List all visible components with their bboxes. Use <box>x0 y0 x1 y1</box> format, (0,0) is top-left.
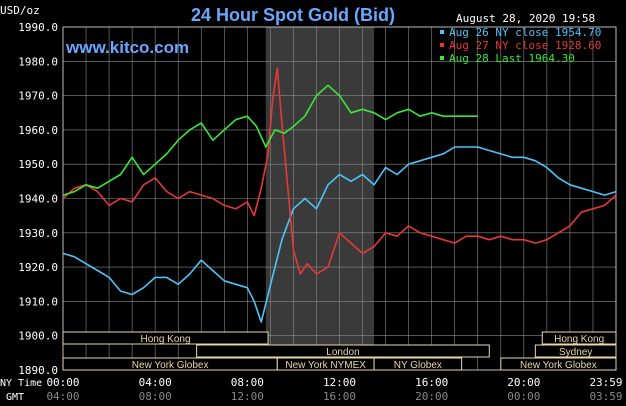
legend-marker-1 <box>440 43 444 47</box>
market-session-label: Hong Kong <box>141 334 191 345</box>
y-tick-label: 1900.0 <box>18 330 58 343</box>
x-tick-label-gmt: 20:00 <box>415 390 448 403</box>
market-session-label: New York Globex <box>520 360 597 371</box>
market-hours-bars: Hong Kong London New York Globex New York N… <box>62 331 617 371</box>
market-session-bar <box>373 357 463 371</box>
legend-marker-2 <box>440 56 444 60</box>
market-session-bar <box>196 344 490 358</box>
series-line-1 <box>62 67 617 275</box>
market-session-label: London <box>326 347 359 358</box>
legend-marker-0 <box>440 30 444 34</box>
y-tick-label: 1960.0 <box>18 124 58 137</box>
x-tick-label-ny: 16:00 <box>415 376 448 389</box>
x-tick-label-ny: 08:00 <box>231 376 264 389</box>
legend-entry-1: Aug 27 NY close 1928.60 <box>449 39 601 52</box>
market-session-label: New York Globex <box>132 360 209 371</box>
y-tick-label: 1930.0 <box>18 227 58 240</box>
y-tick-label: 1970.0 <box>18 90 58 103</box>
market-session-label: Sydney <box>559 347 592 358</box>
unit-label: USD/oz <box>0 4 40 17</box>
x-tick-label-gmt: 04:00 <box>46 390 79 403</box>
market-session-bar <box>500 357 617 371</box>
site-watermark: www.kitco.com <box>65 38 189 57</box>
x-tick-label-ny: 20:00 <box>507 376 540 389</box>
x-tick-label-ny: 00:00 <box>46 376 79 389</box>
x-tick-label-ny: 04:00 <box>139 376 172 389</box>
y-tick-label: 1910.0 <box>18 295 58 308</box>
market-session-label: New York NYMEX <box>285 360 366 371</box>
axis-tick-labels: 1890.0 1900.0 1910.0 1920.0 1930.0 1940.0 1950… <box>18 21 622 403</box>
x-tick-label-ny: 12:00 <box>323 376 356 389</box>
chart-title: 24 Hour Spot Gold (Bid) <box>191 5 395 25</box>
legend-entry-2: Aug 28 Last 1964.30 <box>449 52 575 65</box>
x-tick-label-gmt: 08:00 <box>139 390 172 403</box>
y-tick-label: 1980.0 <box>18 55 58 68</box>
market-session-bar <box>541 331 617 345</box>
market-session-label: Hong Kong <box>554 334 604 345</box>
legend-entry-0: Aug 26 NY close 1954.70 <box>449 26 601 39</box>
y-tick-label: 1920.0 <box>18 261 58 274</box>
y-tick-label: 1940.0 <box>18 193 58 206</box>
market-session-bar <box>534 344 617 358</box>
legend: Aug 26 NY close 1954.70 Aug 27 NY close … <box>440 26 601 65</box>
market-session-label: NY Globex <box>394 360 442 371</box>
y-tick-label: 1990.0 <box>18 21 58 34</box>
gmt-label: GMT <box>6 392 24 403</box>
x-tick-label-gmt: 00:00 <box>507 390 540 403</box>
series-line-2 <box>62 84 478 196</box>
grid-lines <box>62 26 617 371</box>
timestamp: August 28, 2020 19:58 <box>456 12 595 25</box>
x-tick-label-ny: 23:59 <box>589 376 622 389</box>
x-tick-label-gmt: 03:59 <box>589 390 622 403</box>
series-line-0 <box>62 146 617 323</box>
ny-time-label: NY Time <box>0 378 42 389</box>
x-tick-label-gmt: 12:00 <box>231 390 264 403</box>
y-tick-label: 1950.0 <box>18 158 58 171</box>
price-series-lines <box>62 67 617 323</box>
y-tick-label: 1890.0 <box>18 364 58 377</box>
x-tick-label-gmt: 16:00 <box>323 390 356 403</box>
market-session-bar <box>62 331 269 345</box>
